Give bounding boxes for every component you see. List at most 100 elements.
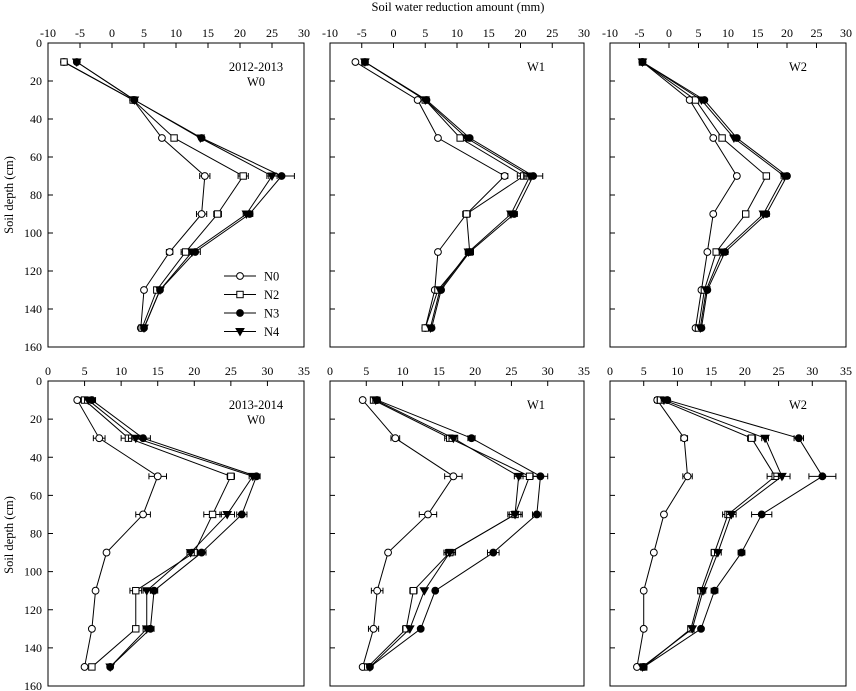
point-N2 [747,434,756,442]
point-N3 [697,624,705,633]
point-N4 [129,96,140,106]
point-N0 [197,210,206,218]
point-N0 [153,472,162,481]
series-line-N3 [642,61,788,329]
point-N4 [701,286,712,296]
y-tick-label: 40 [30,450,42,464]
panel-label: 2012-2013 [229,60,283,74]
point-N4 [444,549,455,558]
series-line-N0 [76,399,159,668]
point-N4 [187,248,197,258]
series-line-N2 [642,61,767,329]
point-N0 [200,172,209,180]
point-N0 [639,624,648,633]
y-tick-label: 80 [30,527,42,541]
point-N4 [130,434,141,444]
y-tick-label: 140 [24,641,42,655]
x-tick-label: 0 [607,364,613,378]
point-N4 [83,396,94,406]
x-tick-label: 25 [773,364,785,378]
x-tick-label: 5 [363,364,369,378]
point-N0 [95,434,104,443]
point-N3 [710,586,719,595]
point-N2 [213,210,222,218]
point-N4 [777,472,787,482]
y-tick-label: 100 [24,565,42,579]
point-N0 [139,510,147,519]
x-tick-label: 20 [234,26,246,40]
point-N4 [425,324,436,334]
point-N4 [448,434,459,444]
point-N3 [197,548,206,557]
x-tick-label: 5 [82,364,88,378]
point-N0 [165,248,174,256]
panel-label: W1 [527,60,545,74]
legend: N0 N2 N3 N4 [224,270,280,339]
x-tick-label: 30 [578,26,590,40]
point-N0 [373,586,382,595]
point-N2 [227,472,235,481]
point-N3 [737,548,746,557]
panel-6: 0 5 10 15 20 25 30 35 W2 [607,364,852,687]
x-tick-label: -5 [635,26,645,40]
point-N4 [637,58,648,68]
point-N0 [709,210,718,218]
y-tick-label: 40 [30,112,42,126]
legend-marker-N0 [236,272,244,280]
left-axis-title-top: Soil depth (cm) [2,156,16,234]
point-N0 [369,624,378,633]
panel-1: -10 -5 0 5 10 15 20 25 30 0 20 40 60 80 100 120 140 160 20… [24,26,310,354]
point-N3 [818,472,827,481]
point-N4 [267,172,277,182]
point-N2 [132,625,140,633]
x-tick-label: 5 [641,364,647,378]
point-N0 [358,396,367,404]
point-N2 [181,248,190,256]
point-N4 [241,210,252,220]
x-tick-label: 15 [152,364,164,378]
x-tick-label: 30 [298,26,310,40]
series-line-N0 [63,61,206,329]
legend-label-N2: N2 [264,288,279,302]
point-N4 [105,663,116,672]
point-N4 [760,434,770,444]
point-N4 [419,587,430,596]
point-N0 [87,624,96,633]
point-N4 [360,58,370,68]
panels-group: -10 -5 0 5 10 15 20 25 3002040608010012014016020… [24,26,852,691]
x-tick-label: 0 [109,26,115,40]
point-N3 [467,434,476,443]
x-tick-label: 10 [671,364,683,378]
y-tick-label: 60 [30,150,42,164]
point-N4 [729,134,739,144]
series-line-N3 [643,399,824,668]
point-N2 [762,172,771,180]
point-N0 [80,663,89,671]
point-N2 [525,472,534,481]
point-N4 [779,172,789,182]
panel-label: W2 [789,398,807,412]
point-N0 [683,472,692,481]
x-tick-label: -10 [40,26,56,40]
point-N4 [141,625,152,634]
left-axis-title-bottom: Soil depth (cm) [2,496,16,574]
point-N3 [532,510,541,519]
plot-frame [329,42,585,348]
x-tick-label: 30 [261,364,273,378]
point-N2 [60,58,68,66]
point-N4 [195,134,206,144]
x-tick-label: 20 [515,26,527,40]
point-N2 [409,586,418,595]
series-line-N3 [76,61,283,329]
series-line-N0 [355,61,506,329]
point-N4 [434,286,445,296]
point-N0 [649,548,658,557]
y-tick-label: 60 [30,488,42,502]
point-N4 [717,248,727,258]
x-tick-label: 0 [327,364,333,378]
series-line-N0 [642,61,738,329]
point-N3 [536,472,545,481]
point-N3 [277,172,286,180]
series-line-N4 [87,399,254,668]
series-line-N3 [91,399,258,668]
